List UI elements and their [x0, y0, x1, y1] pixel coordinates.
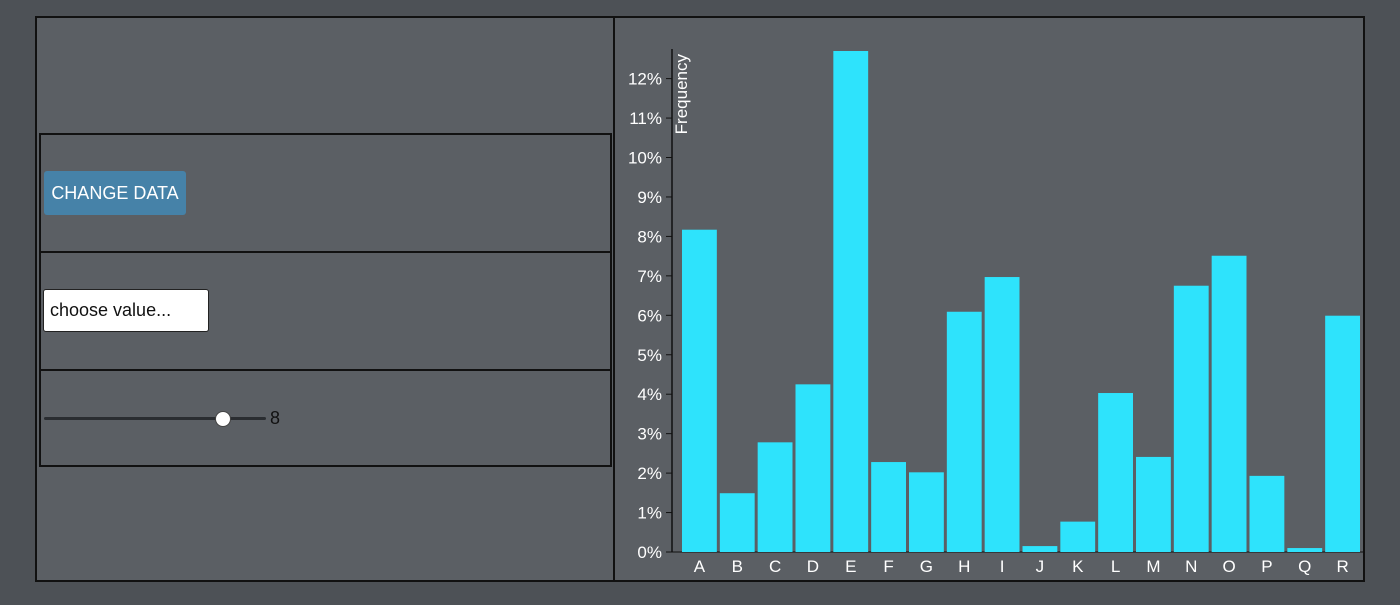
button-row: CHANGE DATA: [41, 135, 610, 253]
bar: [1211, 255, 1247, 552]
y-tick-label: 7%: [637, 267, 662, 286]
bar: [682, 229, 717, 552]
bar: [1325, 315, 1360, 552]
slider-thumb[interactable]: [214, 411, 231, 427]
y-axis-title: Frequency: [672, 54, 691, 135]
y-tick-label: 10%: [628, 149, 662, 168]
x-tick-label: B: [732, 557, 743, 576]
y-tick-label: 11%: [629, 109, 662, 128]
y-tick-label: 0%: [637, 543, 662, 562]
slider-value-readout: 8: [270, 408, 281, 428]
bar: [909, 472, 944, 552]
bar: [1060, 521, 1096, 552]
bar: [946, 311, 982, 552]
bar: [1287, 548, 1323, 552]
change-data-button[interactable]: CHANGE DATA: [44, 171, 186, 215]
bar: [795, 384, 831, 552]
bar-chart: 0% 1% 2% 3% 4% 5% 6% 7% 8% 9% 10% 11% 12% Frequency A B…: [628, 49, 1363, 576]
bar: [1249, 475, 1285, 552]
y-tick-label: 2%: [637, 464, 662, 483]
x-tick-label: R: [1336, 557, 1348, 576]
x-tick-label: K: [1072, 557, 1084, 576]
bar: [1022, 546, 1058, 552]
select-row: choose value...: [41, 253, 610, 371]
y-tick-label: 4%: [637, 385, 662, 404]
controls-box: CHANGE DATA choose value... 8: [39, 133, 612, 467]
app-frame: CHANGE DATA choose value... 8 0% 1% 2% 3% 4%…: [35, 16, 1365, 582]
x-tick-label: L: [1111, 557, 1120, 576]
controls-panel: CHANGE DATA choose value... 8: [37, 18, 615, 580]
x-tick-label: G: [920, 557, 933, 576]
bar: [871, 462, 906, 552]
x-tick-label: J: [1036, 557, 1045, 576]
x-tick-label: N: [1185, 557, 1197, 576]
x-tick-label: I: [1000, 557, 1005, 576]
x-tick-label: O: [1222, 557, 1235, 576]
bar: [1098, 393, 1133, 552]
bar: [1136, 456, 1171, 552]
value-slider[interactable]: [44, 411, 266, 427]
slider-track[interactable]: [44, 417, 266, 420]
x-tick-label: C: [769, 557, 781, 576]
value-select[interactable]: choose value...: [43, 289, 209, 332]
y-tick-label: 8%: [637, 227, 662, 246]
y-tick-label: 5%: [637, 346, 662, 365]
bar: [984, 277, 1020, 552]
x-tick-label: P: [1261, 557, 1272, 576]
x-tick-label: H: [958, 557, 970, 576]
slider-row: 8: [41, 371, 610, 465]
x-tick-label: Q: [1298, 557, 1311, 576]
y-tick-label: 9%: [637, 188, 662, 207]
y-tick-label: 3%: [637, 425, 662, 444]
bar: [1173, 285, 1209, 552]
x-tick-label: E: [845, 557, 856, 576]
chart-panel: 0% 1% 2% 3% 4% 5% 6% 7% 8% 9% 10% 11% 12% Frequency A B…: [615, 18, 1365, 580]
x-tick-label: A: [694, 557, 706, 576]
x-tick-label: F: [883, 557, 893, 576]
y-tick-label: 6%: [637, 306, 662, 325]
y-tick-label: 12%: [628, 70, 662, 89]
bar: [719, 493, 755, 552]
bar: [833, 51, 869, 552]
bar: [757, 442, 793, 552]
x-tick-label: D: [807, 557, 819, 576]
y-tick-label: 1%: [637, 504, 662, 523]
x-tick-label: M: [1146, 557, 1160, 576]
